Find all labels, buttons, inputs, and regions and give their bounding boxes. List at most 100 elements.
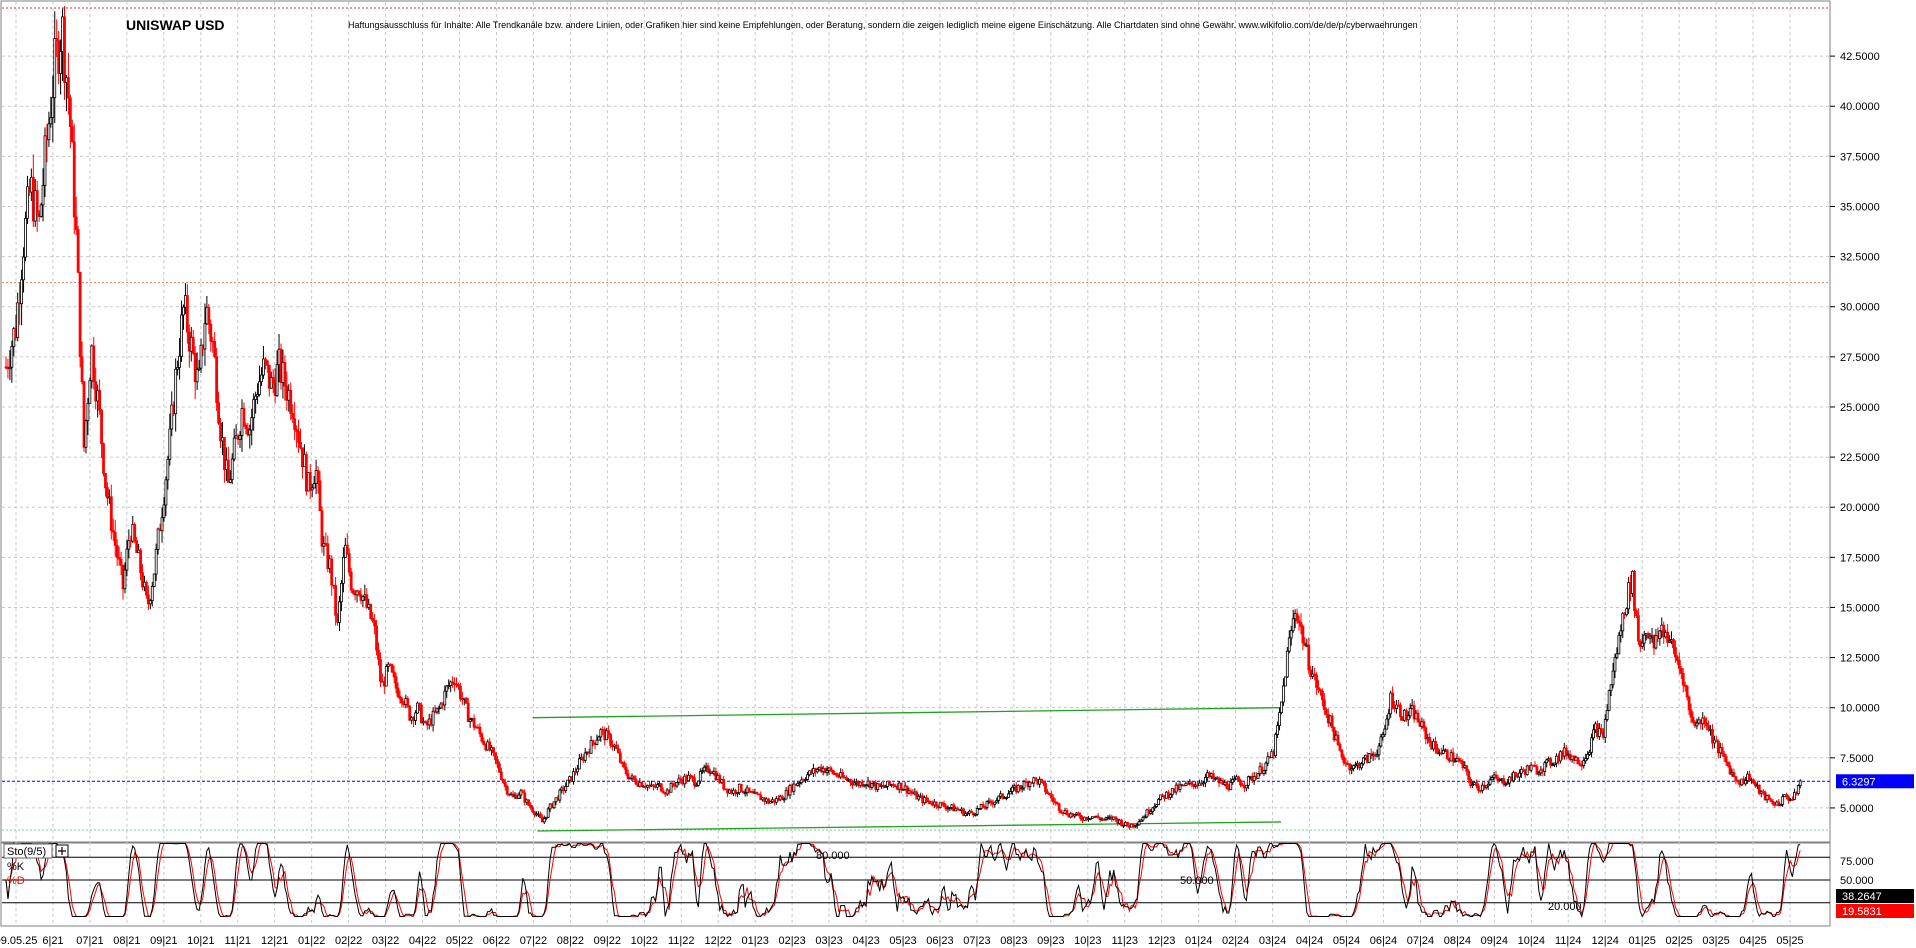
candle-body bbox=[443, 690, 447, 706]
candle-body bbox=[1679, 667, 1683, 674]
candle-body bbox=[1282, 685, 1285, 703]
x-tick-label: 01|23 bbox=[742, 935, 769, 947]
candle-body bbox=[626, 773, 630, 779]
candle-body bbox=[1640, 642, 1644, 647]
candle-body bbox=[1361, 757, 1365, 765]
candle-body bbox=[209, 323, 213, 342]
candle-body bbox=[607, 730, 611, 735]
candle-body bbox=[679, 778, 683, 781]
candle-body bbox=[899, 782, 903, 791]
y-tick-label: 15.0000 bbox=[1840, 602, 1880, 614]
chart-title: UNISWAP USD bbox=[126, 17, 225, 33]
candle-body bbox=[447, 685, 451, 687]
candle-body bbox=[326, 543, 330, 569]
candle-body bbox=[544, 816, 548, 819]
candle-body bbox=[964, 813, 967, 816]
candle-body bbox=[1301, 625, 1305, 644]
candle-body bbox=[1283, 676, 1287, 687]
candle-body bbox=[1687, 696, 1691, 711]
candle-body bbox=[1190, 781, 1194, 785]
candle-body bbox=[1299, 622, 1303, 627]
candle-body bbox=[16, 302, 20, 338]
candle-body bbox=[989, 800, 993, 804]
x-tick-label: 10|22 bbox=[631, 935, 658, 947]
candle-body bbox=[178, 355, 181, 368]
candle-body bbox=[316, 470, 320, 482]
candle-body bbox=[985, 801, 989, 808]
candle-body bbox=[20, 279, 24, 305]
candle-body bbox=[888, 780, 891, 786]
candle-body bbox=[1506, 782, 1510, 785]
candle-body bbox=[1131, 823, 1135, 827]
candle-body bbox=[67, 77, 70, 99]
x-tick-label: 12|23 bbox=[1148, 935, 1175, 947]
candle-body bbox=[1512, 771, 1515, 782]
candle-body bbox=[1202, 782, 1205, 785]
d-value-label: 19.5831 bbox=[1842, 906, 1882, 918]
candle-body bbox=[1658, 630, 1662, 640]
candle-body bbox=[1350, 768, 1354, 771]
candle-body bbox=[1625, 608, 1629, 616]
candle-body bbox=[962, 808, 965, 816]
candle-body bbox=[160, 517, 164, 532]
candle-body bbox=[640, 781, 644, 787]
candle-body bbox=[1424, 727, 1428, 740]
candle-body bbox=[394, 676, 398, 689]
candle-body bbox=[271, 376, 275, 384]
candle-body bbox=[591, 740, 595, 744]
candle-body bbox=[398, 696, 402, 699]
candle-body bbox=[338, 601, 341, 623]
candle-body bbox=[113, 531, 117, 546]
candle-body bbox=[1038, 778, 1042, 785]
candle-body bbox=[925, 797, 928, 802]
candle-body bbox=[706, 765, 710, 773]
candle-body bbox=[145, 581, 148, 596]
candle-body bbox=[1385, 718, 1389, 730]
candle-body bbox=[1395, 704, 1398, 710]
x-tick-label: 04|23 bbox=[852, 935, 879, 947]
candle-body bbox=[628, 777, 632, 780]
candle-body bbox=[488, 741, 492, 751]
candle-body bbox=[1065, 809, 1069, 816]
candle-body bbox=[1229, 781, 1233, 791]
candle-body bbox=[815, 769, 819, 773]
candle-body bbox=[1001, 793, 1004, 799]
candle-body bbox=[345, 544, 349, 555]
candle-body bbox=[1246, 776, 1250, 786]
x-tick-label: 03|25 bbox=[1702, 935, 1729, 947]
candle-body bbox=[1769, 799, 1773, 802]
candle-body bbox=[687, 774, 690, 782]
oscillator-grid bbox=[0, 841, 1831, 927]
x-tick-label: 06|24 bbox=[1370, 935, 1397, 947]
candle-body bbox=[1677, 660, 1681, 669]
candle-body bbox=[694, 784, 698, 787]
candle-body bbox=[1488, 779, 1492, 785]
candle-body bbox=[1465, 765, 1469, 772]
candle-body bbox=[498, 763, 501, 773]
candle-body bbox=[798, 782, 802, 785]
candle-body bbox=[1032, 777, 1036, 784]
candle-body bbox=[213, 341, 217, 358]
candle-body bbox=[1059, 810, 1063, 813]
x-tick-label: 02|22 bbox=[335, 935, 362, 947]
x-tick-label: 12|22 bbox=[705, 935, 732, 947]
oscillator-panel-frame bbox=[0, 841, 1831, 927]
candle-body bbox=[1297, 620, 1301, 624]
candle-body bbox=[1285, 650, 1289, 678]
candle-body bbox=[265, 360, 269, 366]
candle-body bbox=[1703, 717, 1707, 724]
candle-body bbox=[1338, 744, 1342, 751]
candle-body bbox=[1609, 684, 1613, 692]
candle-body bbox=[616, 748, 620, 754]
candle-body bbox=[1244, 784, 1248, 789]
candle-body bbox=[162, 504, 166, 519]
oscillator-label-box[interactable] bbox=[3, 843, 53, 859]
candle-body bbox=[431, 710, 435, 726]
candle-body bbox=[1767, 795, 1771, 801]
x-tick-label: 11|22 bbox=[668, 935, 695, 947]
candle-body bbox=[1322, 699, 1326, 710]
candle-body bbox=[934, 801, 938, 807]
x-tick-label: 09|22 bbox=[594, 935, 621, 947]
candle-body bbox=[88, 380, 92, 404]
candle-body bbox=[357, 590, 361, 596]
